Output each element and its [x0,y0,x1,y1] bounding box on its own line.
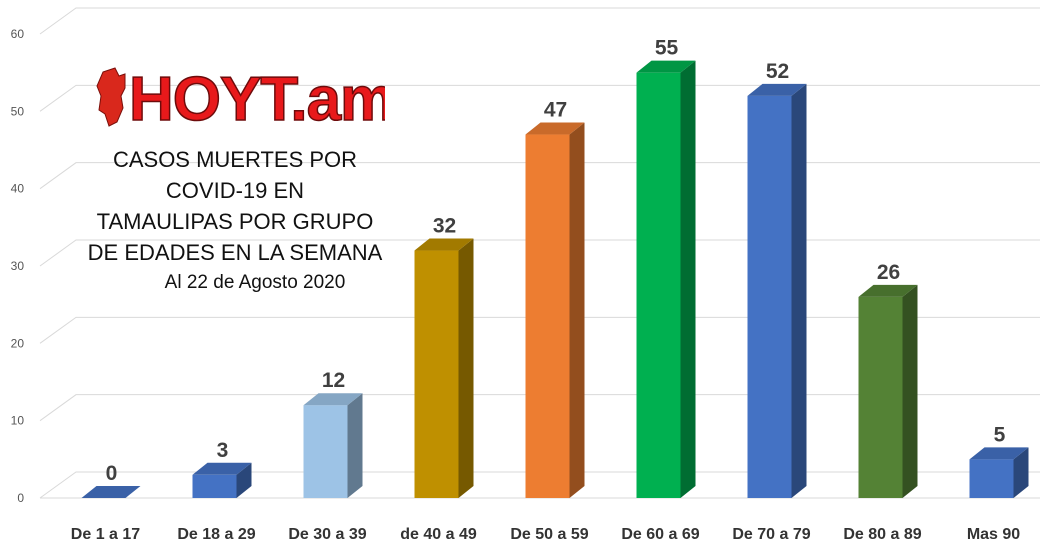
data-label: 5 [994,423,1006,446]
bar-side [347,393,363,498]
x-tick-label: De 30 a 39 [288,526,366,543]
y-tick-label: 10 [11,414,25,428]
x-tick-label: De 70 a 79 [732,526,810,543]
bar [303,405,348,498]
y-tick-label: 60 [11,27,25,41]
bar-side [902,284,918,498]
data-label: 12 [322,369,345,392]
data-label: 26 [877,261,900,284]
tamaulipas-map-icon [96,67,126,127]
gridline [39,239,1040,267]
x-tick-label: Mas 90 [967,526,1020,543]
x-tick-label: De 1 a 17 [71,526,140,543]
x-tick-label: De 18 a 29 [177,526,255,543]
bar-top [303,393,363,406]
data-label: 32 [433,215,456,238]
data-label: 0 [106,462,118,485]
chart-title: CASOS MUERTES POR COVID-19 EN TAMAULIPAS… [87,147,383,265]
y-tick-label: 0 [17,491,24,505]
logo-text: HOYT.am [129,65,385,130]
y-tick-label: 20 [11,336,25,350]
bar-top [858,284,918,297]
bar [525,134,570,499]
bar-top [747,83,807,96]
gridline [39,394,1040,422]
bar-side [236,462,252,498]
bar-top [414,238,474,251]
bar [414,250,459,498]
y-tick-label: 50 [11,104,25,118]
bar [969,459,1014,498]
bar-side [458,238,474,499]
bar-top [192,462,252,475]
y-tick-label: 30 [11,259,25,273]
bar-side [569,122,585,499]
gridline [39,7,1040,35]
bar-top [969,447,1029,460]
bar-top [636,60,696,73]
gridline [39,316,1040,344]
bar [636,72,681,499]
bar-top [525,122,585,135]
x-tick-label: De 80 a 89 [843,526,921,543]
hoyt-logo: HOYT.am [95,64,396,135]
data-label: 52 [766,60,789,83]
data-label: 3 [217,439,229,462]
y-tick-label: 40 [11,182,25,196]
bar-side [1013,447,1029,498]
bar-side [680,60,696,499]
bar [747,95,792,498]
data-label: 55 [655,37,679,60]
x-tick-label: De 50 a 59 [510,526,588,543]
x-tick-label: De 60 a 69 [621,526,699,543]
gridline [39,84,1040,112]
gridline [39,162,1040,190]
bar-top [81,486,141,498]
chart-subtitle: Al 22 de Agosto 2020 [164,272,346,293]
bar [858,296,903,498]
x-tick-label: de 40 a 49 [400,526,477,543]
bar-side [791,83,807,498]
data-label: 47 [544,99,567,122]
bar [192,474,237,498]
gridline [39,471,1040,499]
